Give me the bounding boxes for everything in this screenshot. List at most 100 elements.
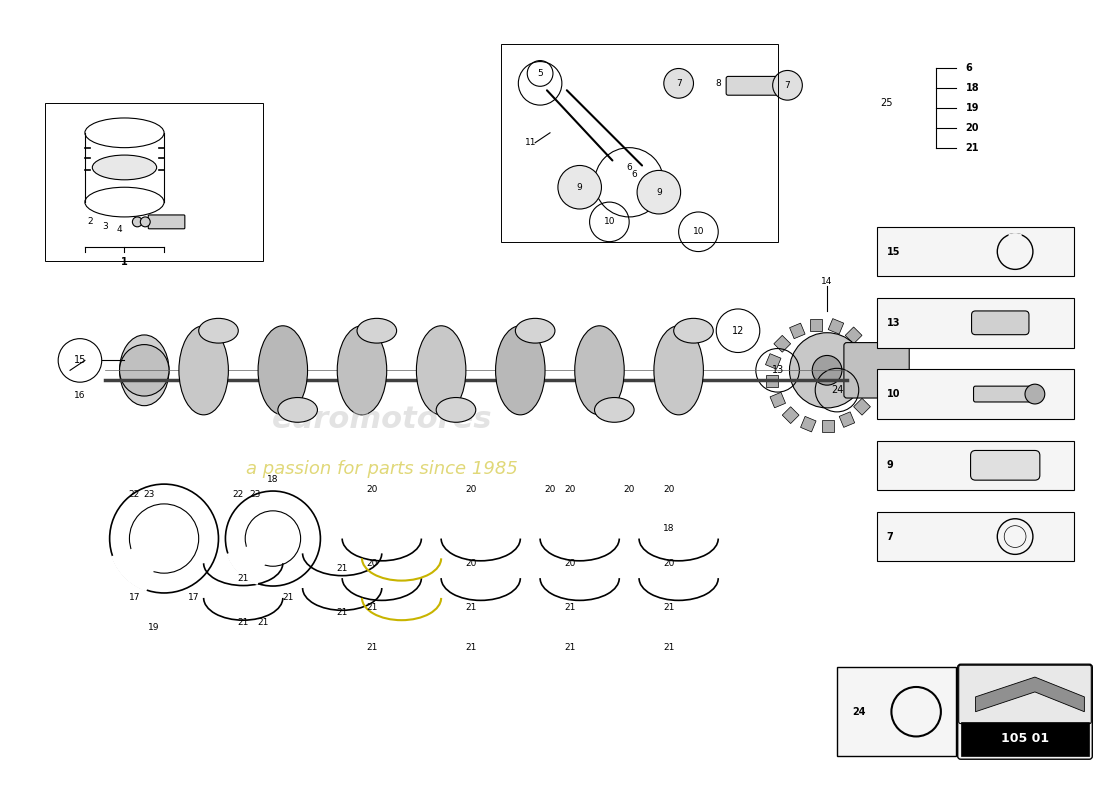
Text: 15: 15 (887, 246, 900, 257)
Text: 6: 6 (626, 163, 632, 172)
Text: 21: 21 (663, 643, 674, 652)
Ellipse shape (120, 335, 169, 406)
Text: 8: 8 (715, 79, 722, 88)
Text: 21: 21 (663, 603, 674, 612)
FancyBboxPatch shape (844, 342, 910, 398)
Text: 20: 20 (966, 123, 979, 133)
Text: 11: 11 (525, 138, 536, 147)
Text: 7: 7 (675, 79, 682, 88)
Text: 20: 20 (663, 485, 674, 494)
Ellipse shape (437, 398, 476, 422)
Circle shape (132, 217, 142, 227)
Text: 21: 21 (465, 603, 476, 612)
Text: 105 01: 105 01 (1001, 732, 1049, 745)
FancyBboxPatch shape (877, 512, 1075, 562)
FancyBboxPatch shape (959, 666, 1091, 723)
Ellipse shape (120, 345, 169, 396)
Text: 13: 13 (771, 366, 783, 375)
FancyBboxPatch shape (877, 441, 1075, 490)
Text: 15: 15 (74, 355, 86, 366)
Bar (770, 392, 785, 408)
Wedge shape (229, 538, 273, 583)
Text: 21: 21 (564, 603, 575, 612)
Ellipse shape (594, 398, 634, 422)
Ellipse shape (574, 326, 624, 415)
FancyBboxPatch shape (877, 370, 1075, 419)
Text: 3: 3 (102, 222, 108, 231)
Bar (790, 323, 805, 338)
FancyBboxPatch shape (726, 77, 780, 95)
Circle shape (1025, 384, 1045, 404)
Circle shape (790, 333, 865, 408)
Text: 2: 2 (87, 218, 92, 226)
Text: 20: 20 (663, 558, 674, 568)
Text: 23: 23 (143, 490, 155, 498)
Text: 14: 14 (822, 277, 833, 286)
Ellipse shape (653, 326, 703, 415)
Bar (845, 327, 862, 344)
Text: 20: 20 (366, 485, 377, 494)
Text: 21: 21 (337, 608, 348, 618)
Text: 20: 20 (564, 485, 575, 494)
Ellipse shape (338, 326, 387, 415)
Text: 9: 9 (887, 460, 893, 470)
Bar (766, 375, 778, 387)
Bar (828, 318, 844, 334)
Ellipse shape (92, 155, 156, 180)
Text: 6: 6 (631, 170, 637, 179)
Text: 18: 18 (663, 524, 674, 533)
Text: 22: 22 (233, 490, 244, 498)
Text: 10: 10 (604, 218, 615, 226)
Text: 4: 4 (117, 226, 122, 234)
Text: 25: 25 (880, 98, 893, 108)
Text: 1: 1 (121, 257, 128, 266)
Circle shape (637, 170, 681, 214)
Ellipse shape (516, 318, 554, 343)
Wedge shape (113, 538, 164, 590)
Bar (774, 335, 791, 352)
Text: a passion for parts since 1985: a passion for parts since 1985 (245, 460, 518, 478)
FancyBboxPatch shape (148, 215, 185, 229)
Text: 17: 17 (129, 594, 140, 602)
Text: 12: 12 (732, 326, 745, 336)
Bar (801, 417, 816, 432)
Text: 23: 23 (250, 490, 261, 498)
Ellipse shape (278, 398, 318, 422)
Text: 21: 21 (366, 643, 377, 652)
Text: 6: 6 (966, 63, 972, 74)
Text: 18: 18 (267, 474, 278, 484)
Text: 20: 20 (465, 558, 476, 568)
Text: 20: 20 (564, 558, 575, 568)
Text: 24: 24 (830, 385, 844, 395)
Text: 20: 20 (544, 485, 556, 494)
Bar (822, 420, 834, 432)
Text: 7: 7 (887, 531, 893, 542)
Circle shape (558, 166, 602, 209)
Circle shape (141, 217, 151, 227)
Bar (766, 354, 781, 369)
Ellipse shape (258, 326, 308, 415)
Text: 21: 21 (282, 594, 294, 602)
Bar (839, 412, 855, 427)
Text: 21: 21 (337, 564, 348, 573)
Text: 22: 22 (129, 490, 140, 498)
Ellipse shape (179, 326, 229, 415)
Text: 21: 21 (465, 643, 476, 652)
Text: 20: 20 (624, 485, 635, 494)
Circle shape (663, 69, 693, 98)
Bar (859, 342, 874, 358)
Text: 19: 19 (966, 103, 979, 113)
Text: euromotores: euromotores (272, 406, 492, 434)
FancyBboxPatch shape (970, 450, 1040, 480)
FancyBboxPatch shape (971, 311, 1028, 334)
Bar (864, 382, 879, 397)
Ellipse shape (673, 318, 713, 343)
Text: 24: 24 (851, 706, 866, 717)
Ellipse shape (496, 326, 546, 415)
Text: 21: 21 (966, 142, 979, 153)
Text: 13: 13 (887, 318, 900, 328)
FancyBboxPatch shape (877, 298, 1075, 347)
Bar (867, 363, 879, 375)
Polygon shape (976, 677, 1085, 712)
Ellipse shape (417, 326, 466, 415)
